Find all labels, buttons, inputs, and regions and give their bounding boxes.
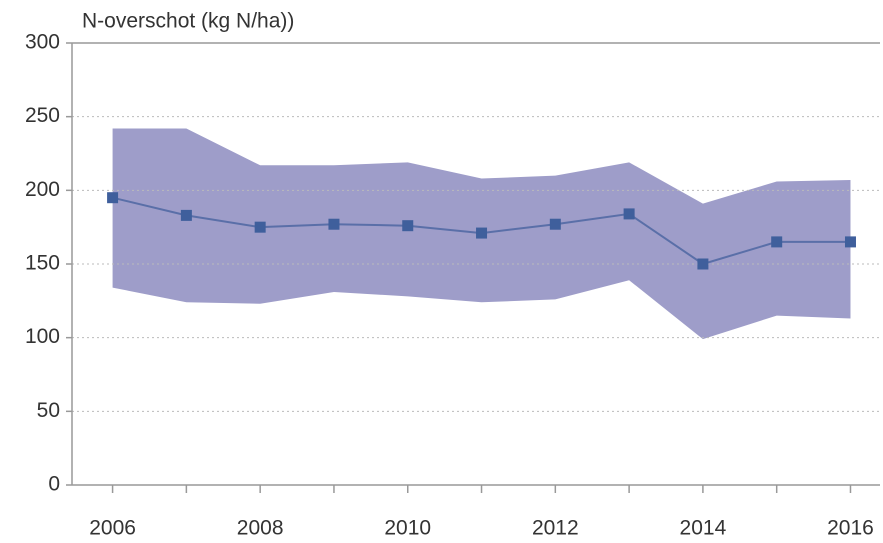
marker bbox=[254, 221, 266, 233]
marker bbox=[402, 220, 414, 232]
x-tick-label: 2016 bbox=[827, 517, 874, 540]
marker bbox=[844, 236, 856, 248]
x-tick-label: 2014 bbox=[680, 517, 727, 540]
marker bbox=[623, 208, 635, 220]
marker bbox=[697, 258, 709, 270]
marker bbox=[107, 192, 119, 204]
y-tick-label: 150 bbox=[25, 252, 60, 275]
y-tick-label: 250 bbox=[25, 104, 60, 127]
marker bbox=[771, 236, 783, 248]
y-tick-label: 200 bbox=[25, 178, 60, 201]
y-tick-label: 100 bbox=[25, 325, 60, 348]
x-tick-label: 2008 bbox=[237, 517, 284, 540]
y-tick-label: 0 bbox=[48, 473, 60, 496]
y-tick-label: 300 bbox=[25, 31, 60, 54]
marker bbox=[549, 218, 561, 230]
x-tick-label: 2010 bbox=[384, 517, 431, 540]
marker bbox=[476, 227, 488, 239]
marker bbox=[328, 218, 340, 230]
x-tick-label: 2006 bbox=[89, 517, 136, 540]
marker bbox=[180, 209, 192, 221]
axis-label: N-overschot (kg N/ha)) bbox=[82, 10, 294, 33]
x-tick-label: 2012 bbox=[532, 517, 579, 540]
y-tick-label: 50 bbox=[37, 399, 60, 422]
